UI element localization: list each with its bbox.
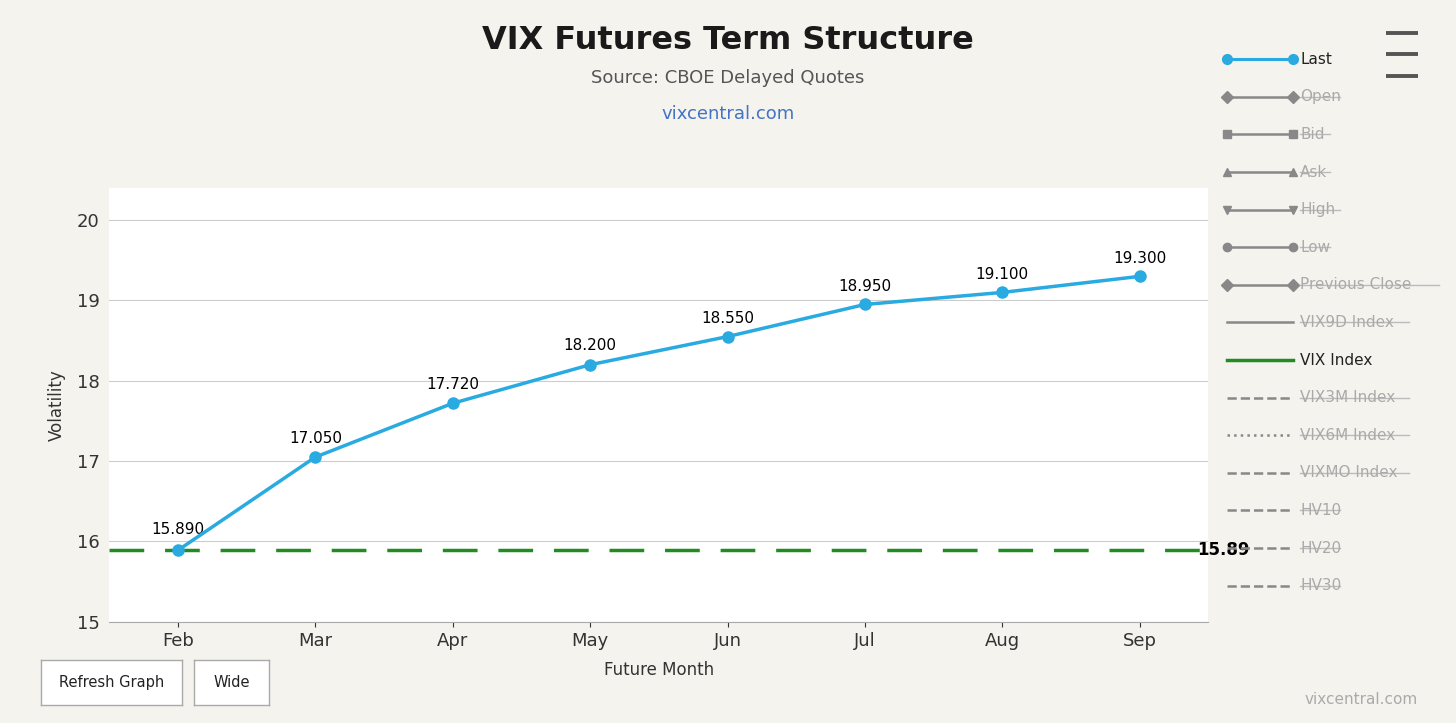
- Y-axis label: Volatility: Volatility: [48, 369, 66, 441]
- Text: 15.890: 15.890: [151, 523, 204, 537]
- Text: VIX3M Index: VIX3M Index: [1300, 390, 1395, 405]
- Text: vixcentral.com: vixcentral.com: [1305, 692, 1418, 707]
- Text: HV20: HV20: [1300, 541, 1341, 555]
- Text: Low: Low: [1300, 240, 1331, 254]
- Text: Previous Close: Previous Close: [1300, 278, 1411, 292]
- Text: VIX6M Index: VIX6M Index: [1300, 428, 1395, 442]
- Text: VIXMO Index: VIXMO Index: [1300, 466, 1398, 480]
- Text: 18.950: 18.950: [839, 279, 891, 294]
- Text: 18.550: 18.550: [700, 311, 754, 326]
- Text: 15.89: 15.89: [1197, 542, 1251, 560]
- Text: 19.300: 19.300: [1114, 251, 1166, 266]
- Text: vixcentral.com: vixcentral.com: [661, 105, 795, 123]
- Text: Wide: Wide: [213, 675, 250, 690]
- Text: Bid: Bid: [1300, 127, 1325, 142]
- Text: Last: Last: [1300, 52, 1332, 67]
- Text: HV30: HV30: [1300, 578, 1341, 593]
- Text: Ask: Ask: [1300, 165, 1328, 179]
- Text: VIX Futures Term Structure: VIX Futures Term Structure: [482, 25, 974, 56]
- Text: High: High: [1300, 202, 1335, 217]
- Text: 17.050: 17.050: [288, 431, 342, 446]
- Text: VIX9D Index: VIX9D Index: [1300, 315, 1393, 330]
- Text: 19.100: 19.100: [976, 267, 1029, 282]
- X-axis label: Future Month: Future Month: [604, 661, 713, 679]
- Text: Source: CBOE Delayed Quotes: Source: CBOE Delayed Quotes: [591, 69, 865, 87]
- Text: HV10: HV10: [1300, 503, 1341, 518]
- Text: Refresh Graph: Refresh Graph: [58, 675, 165, 690]
- Text: VIX Index: VIX Index: [1300, 353, 1373, 367]
- Text: 17.720: 17.720: [427, 377, 479, 392]
- Text: 18.200: 18.200: [563, 338, 617, 354]
- Text: Open: Open: [1300, 90, 1341, 104]
